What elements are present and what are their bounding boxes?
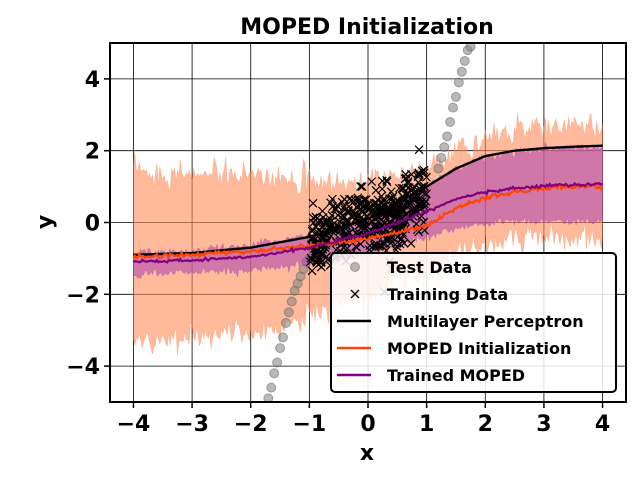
legend-marker-test-data	[350, 262, 360, 272]
training-data-point	[414, 169, 424, 179]
y-tick-label: −2	[66, 283, 100, 308]
test-data-point	[283, 307, 294, 318]
training-data-point	[397, 205, 407, 214]
test-data-point	[433, 163, 444, 174]
training-data-point	[321, 217, 331, 227]
x-tick-label: −4	[117, 412, 151, 437]
legend-label: MOPED Initialization	[387, 339, 571, 358]
training-data-point	[421, 196, 431, 206]
training-data-point	[308, 198, 318, 208]
training-data-point	[344, 194, 354, 204]
legend-label: Multilayer Perceptron	[387, 312, 584, 331]
x-tick-label: −1	[292, 412, 326, 437]
training-data-point	[386, 187, 396, 197]
plot-content	[110, 43, 626, 402]
test-data-point	[280, 318, 291, 329]
legend-label: Test Data	[387, 258, 472, 277]
test-data-point	[436, 152, 447, 163]
legend: Test Data Training Data Multilayer Percept…	[330, 252, 617, 393]
training-data-point	[327, 194, 337, 204]
test-data-point	[263, 393, 274, 402]
training-data-point	[376, 191, 386, 201]
training-data-point	[318, 249, 328, 259]
legend-marker-training-data	[350, 289, 360, 299]
multilayer-perceptron-line	[133, 144, 603, 256]
trained-moped-band	[133, 141, 603, 280]
test-data-point	[439, 142, 450, 153]
moped-initialization-line	[132, 183, 603, 263]
test-data-point	[445, 116, 456, 127]
training-data-point	[315, 215, 324, 225]
test-data-point	[275, 343, 286, 354]
training-data-point	[351, 242, 360, 252]
x-tick-label: 1	[419, 412, 434, 437]
training-data-point	[401, 170, 411, 179]
y-tick-label: 4	[85, 68, 100, 93]
training-data-point	[318, 206, 327, 216]
x-tick-label: 3	[536, 412, 551, 437]
test-data-point	[266, 382, 277, 393]
test-data-point	[450, 91, 461, 102]
training-data-point	[422, 172, 431, 182]
legend-label: Training Data	[387, 285, 508, 304]
training-data-point	[395, 212, 405, 222]
training-data-point	[357, 182, 367, 192]
y-tick-label: −4	[66, 355, 100, 380]
legend-label: Trained MOPED	[387, 366, 525, 385]
training-data-point	[339, 202, 349, 212]
test-data-point	[459, 55, 470, 66]
training-data-point	[342, 243, 352, 253]
training-data-point	[367, 177, 377, 186]
training-data-point	[352, 202, 361, 212]
training-data-point	[413, 172, 423, 182]
training-data-point	[420, 225, 430, 235]
training-data-point	[323, 217, 333, 226]
legend-box	[330, 252, 617, 393]
training-data-point	[406, 239, 416, 248]
training-data-point	[340, 205, 350, 215]
training-data-point	[328, 202, 338, 212]
x-tick-label: 2	[478, 412, 493, 437]
training-data-point	[392, 242, 402, 251]
training-data-point	[372, 240, 382, 249]
training-data-point	[307, 226, 317, 236]
test-data-point	[453, 77, 464, 88]
test-data-point	[442, 131, 453, 142]
training-data-point	[364, 205, 374, 215]
training-data-point	[422, 189, 431, 199]
x-tick-label: −2	[234, 412, 268, 437]
y-tick-label: 0	[85, 212, 100, 237]
training-data-point	[361, 195, 371, 205]
test-data-point	[456, 66, 467, 77]
test-data-point	[269, 368, 280, 379]
training-data-point	[356, 239, 365, 249]
training-data-point	[381, 210, 390, 220]
chart-title: MOPED Initialization	[240, 15, 494, 40]
y-tick-label: 2	[85, 140, 100, 165]
plot-area: −4 −3 −2 −1 0 1 2 3 4 −4 −2 0 2 4	[66, 42, 627, 437]
training-data-point	[404, 183, 414, 193]
y-axis-label: y	[33, 215, 58, 229]
x-tick-label: 4	[595, 412, 610, 437]
training-data-point	[382, 177, 392, 187]
test-data-point	[272, 357, 283, 368]
training-data-point	[356, 181, 365, 191]
test-data-point	[465, 43, 476, 52]
test-data-point	[277, 332, 288, 343]
training-data-point	[382, 175, 392, 185]
training-data-point	[414, 145, 424, 155]
training-data-point	[308, 213, 318, 223]
training-data-point	[356, 223, 366, 233]
test-data-point	[286, 296, 297, 307]
training-data-point	[354, 196, 364, 206]
x-axis-label: x	[360, 441, 374, 466]
trained-moped-line	[132, 181, 604, 264]
x-tick-label: −3	[175, 412, 209, 437]
test-data-point	[448, 102, 459, 113]
x-tick-label: 0	[360, 412, 375, 437]
training-data-point	[419, 189, 429, 199]
training-data-point	[316, 249, 326, 259]
training-data-point	[313, 260, 323, 269]
